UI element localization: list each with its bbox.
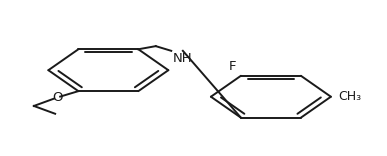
- Text: F: F: [229, 60, 236, 73]
- Text: NH: NH: [173, 52, 192, 65]
- Text: O: O: [52, 91, 62, 104]
- Text: CH₃: CH₃: [338, 90, 361, 103]
